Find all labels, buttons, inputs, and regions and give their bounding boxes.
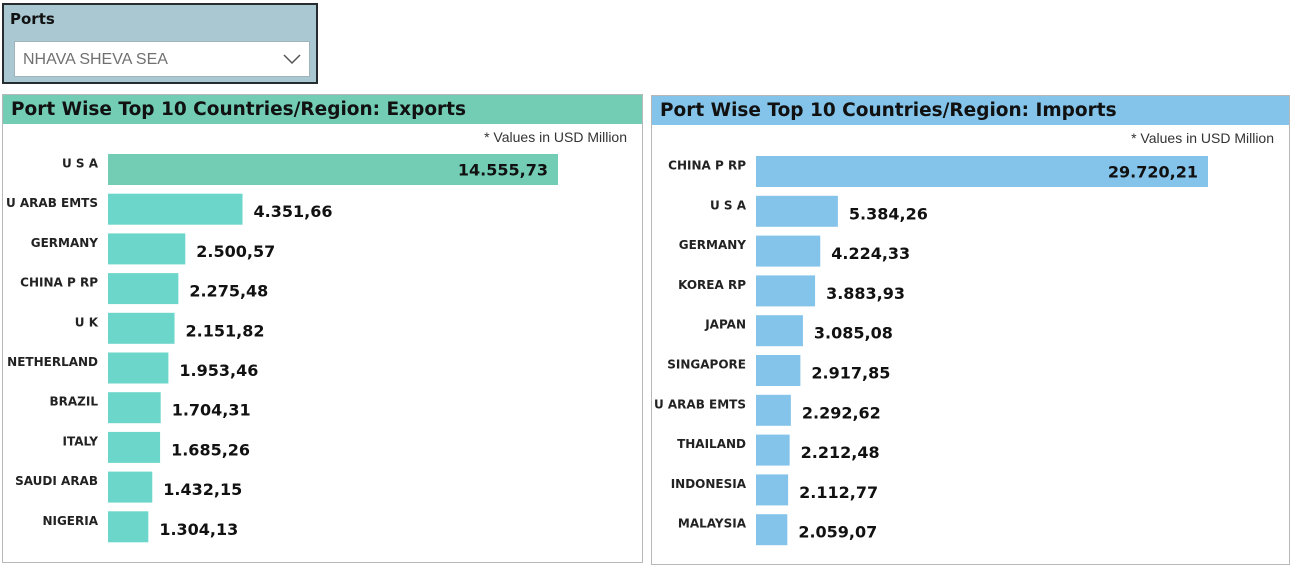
bar-thailand[interactable] <box>756 434 790 466</box>
value-label: 2.500,57 <box>196 242 275 261</box>
bar-u-arab-emts[interactable] <box>756 394 791 426</box>
value-label: 3.883,93 <box>826 284 905 303</box>
value-label: 3.085,08 <box>814 324 893 343</box>
category-label: ITALY <box>63 434 99 448</box>
imports-values-note: * Values in USD Million <box>1131 130 1274 146</box>
bar-china-p-rp[interactable] <box>756 156 1208 187</box>
bar-italy[interactable] <box>108 431 161 463</box>
category-label: CHINA P RP <box>20 276 98 290</box>
imports-chart-title: Port Wise Top 10 Countries/Region: Impor… <box>652 96 1289 125</box>
value-label: 4.224,33 <box>831 244 910 263</box>
category-label: BRAZIL <box>50 395 99 409</box>
category-label: KOREA RP <box>678 278 746 292</box>
bar-indonesia[interactable] <box>756 474 789 506</box>
exports-bar-chart: U S A 14.555,73 U ARAB EMTS 4.351,66 GERMANY… <box>6 154 558 543</box>
bar-germany[interactable] <box>756 235 821 267</box>
slicer-title: Ports <box>10 10 55 28</box>
value-label: 2.112,77 <box>799 483 878 502</box>
category-label: INDONESIA <box>671 477 747 491</box>
chevron-down-icon[interactable] <box>283 54 301 65</box>
bar-netherland[interactable] <box>108 352 169 384</box>
category-label: NIGERIA <box>42 514 98 528</box>
category-label: SINGAPORE <box>667 358 746 372</box>
exports-chart-title: Port Wise Top 10 Countries/Region: Expor… <box>3 95 642 124</box>
value-label: 1.685,26 <box>171 440 250 459</box>
value-label: 2.275,48 <box>189 282 268 301</box>
value-label: 29.720,21 <box>1108 163 1198 182</box>
category-label: CHINA P RP <box>668 159 746 173</box>
bar-u-s-a[interactable] <box>108 154 558 185</box>
category-label: U K <box>75 315 99 329</box>
category-label: SAUDI ARAB <box>15 474 98 488</box>
bar-japan[interactable] <box>756 315 803 347</box>
ports-dropdown[interactable]: NHAVA SHEVA SEA <box>14 41 310 77</box>
exports-values-note: * Values in USD Million <box>484 129 627 145</box>
value-label: 14.555,73 <box>458 161 548 180</box>
bar-u-s-a[interactable] <box>756 195 838 227</box>
imports-bar-chart: CHINA P RP 29.720,21 U S A 5.384,26 GERMANY 4… <box>654 156 1208 546</box>
category-label: U ARAB EMTS <box>654 397 746 411</box>
bar-germany[interactable] <box>108 233 186 265</box>
value-label: 4.351,66 <box>254 202 333 221</box>
bar-u-arab-emts[interactable] <box>108 193 243 225</box>
bar-nigeria[interactable] <box>108 511 149 543</box>
ports-slicer: Ports NHAVA SHEVA SEA <box>2 3 318 84</box>
value-label: 2.212,48 <box>801 443 880 462</box>
bar-china-p-rp[interactable] <box>108 273 179 305</box>
bar-korea-rp[interactable] <box>756 275 816 307</box>
value-label: 1.953,46 <box>179 361 258 380</box>
category-label: JAPAN <box>704 318 746 332</box>
value-label: 2.917,85 <box>811 364 890 383</box>
category-label: THAILAND <box>677 437 746 451</box>
value-label: 2.151,82 <box>186 321 265 340</box>
bar-brazil[interactable] <box>108 392 161 424</box>
category-label: U S A <box>710 198 747 212</box>
category-label: NETHERLAND <box>7 355 98 369</box>
exports-chart-panel: Port Wise Top 10 Countries/Region: Expor… <box>2 94 643 563</box>
category-label: U ARAB EMTS <box>6 196 98 210</box>
value-label: 1.432,15 <box>163 480 242 499</box>
value-label: 5.384,26 <box>849 204 928 223</box>
bar-malaysia[interactable] <box>756 514 788 546</box>
value-label: 1.704,31 <box>172 401 251 420</box>
value-label: 1.304,13 <box>159 520 238 539</box>
category-label: U S A <box>62 157 99 171</box>
value-label: 2.292,62 <box>802 403 881 422</box>
category-label: GERMANY <box>679 238 747 252</box>
ports-dropdown-value: NHAVA SHEVA SEA <box>23 51 168 68</box>
bar-saudi-arab[interactable] <box>108 471 153 503</box>
category-label: GERMANY <box>31 236 99 250</box>
imports-chart-panel: Port Wise Top 10 Countries/Region: Impor… <box>651 95 1290 565</box>
bar-u-k[interactable] <box>108 312 175 344</box>
bar-singapore[interactable] <box>756 355 801 386</box>
value-label: 2.059,07 <box>798 523 877 542</box>
category-label: MALAYSIA <box>678 517 747 531</box>
